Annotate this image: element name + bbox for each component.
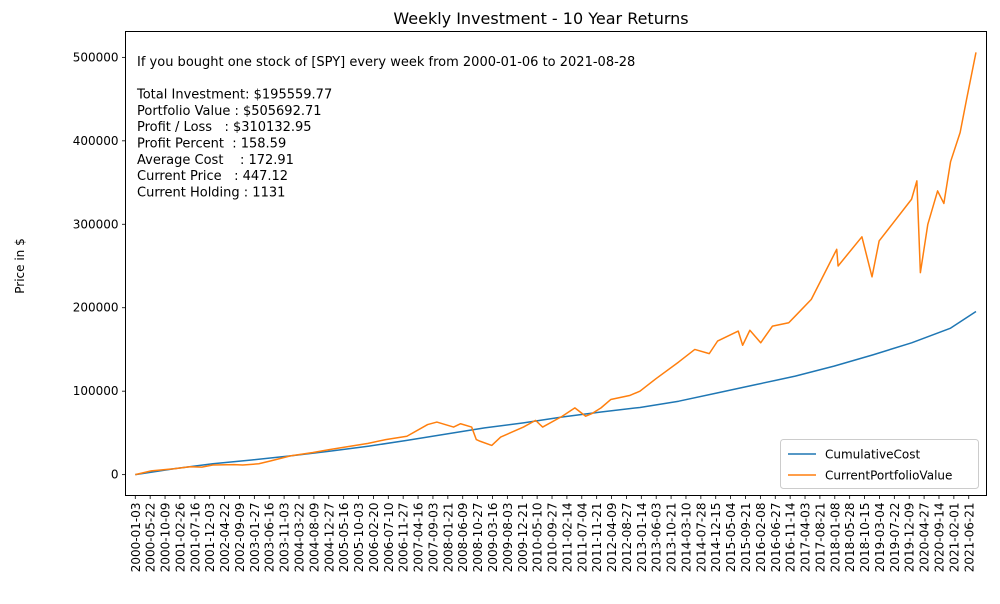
x-tick-label-3: 2001-02-26	[173, 503, 187, 573]
plot-frame	[125, 31, 987, 496]
x-tick-label-36: 2013-10-21	[665, 503, 679, 573]
chart-title: Weekly Investment - 10 Year Returns	[393, 9, 688, 28]
x-tick-label-39: 2014-12-15	[709, 503, 723, 573]
x-tick-label-27: 2010-05-10	[531, 503, 545, 573]
x-tick-label-54: 2020-09-14	[932, 503, 946, 573]
x-tick-label-31: 2011-11-21	[590, 503, 604, 573]
x-tick-label-53: 2020-04-27	[918, 503, 932, 573]
x-tick-label-48: 2018-05-28	[843, 503, 857, 573]
x-tick-label-47: 2018-01-08	[828, 503, 842, 573]
x-tick-label-9: 2003-06-16	[263, 503, 277, 573]
x-tick-label-8: 2003-01-27	[248, 503, 262, 573]
y-tick-label-5: 500000	[73, 50, 119, 64]
annotation-line-2: Total Investment: $195559.77	[136, 88, 332, 103]
y-axis-label: Price in $	[13, 238, 27, 293]
x-tick-label-5: 2001-12-03	[203, 503, 217, 573]
x-tick-label-52: 2019-12-09	[903, 503, 917, 573]
x-tick-label-55: 2021-02-01	[947, 503, 961, 573]
x-tick-label-1: 2000-05-22	[144, 503, 158, 573]
x-tick-label-15: 2005-10-03	[352, 503, 366, 573]
x-tick-label-41: 2015-09-21	[739, 503, 753, 573]
y-tick-label-1: 100000	[73, 384, 119, 398]
y-tick-label-4: 400000	[73, 134, 119, 148]
legend-label-0: CumulativeCost	[825, 448, 920, 462]
x-tick-label-49: 2018-10-15	[858, 503, 872, 573]
x-tick-label-38: 2014-07-28	[694, 503, 708, 573]
x-tick-label-35: 2013-06-03	[650, 503, 664, 573]
annotation-line-5: Profit Percent : 158.59	[137, 137, 286, 152]
x-tick-label-40: 2015-05-04	[724, 503, 738, 573]
x-tick-label-4: 2001-07-16	[188, 503, 202, 573]
annotation-line-4: Profit / Loss : $310132.95	[137, 120, 312, 135]
x-tick-label-21: 2008-01-21	[441, 503, 455, 573]
x-tick-label-44: 2016-11-14	[784, 503, 798, 573]
y-tick-label-0: 0	[111, 468, 119, 482]
annotation-line-8: Current Holding : 1131	[137, 185, 285, 200]
x-tick-label-20: 2007-09-03	[426, 503, 440, 573]
legend-label-1: CurrentPortfolioValue	[825, 469, 952, 483]
x-tick-label-12: 2004-08-09	[307, 503, 321, 573]
x-tick-label-56: 2021-06-21	[962, 503, 976, 573]
x-tick-label-43: 2016-06-27	[769, 503, 783, 573]
x-tick-label-30: 2011-07-04	[575, 503, 589, 573]
x-tick-label-19: 2007-04-16	[412, 503, 426, 573]
legend-box	[780, 439, 979, 489]
x-tick-label-45: 2017-04-03	[799, 503, 813, 573]
annotation-line-7: Current Price : 447.12	[137, 169, 288, 184]
x-tick-label-51: 2019-07-22	[888, 503, 902, 573]
x-tick-label-6: 2002-04-22	[218, 503, 232, 573]
legend: CumulativeCost CurrentPortfolioValue	[780, 439, 979, 489]
y-tick-label-2: 200000	[73, 301, 119, 315]
x-tick-label-16: 2006-02-20	[367, 503, 381, 573]
x-tick-label-29: 2011-02-14	[560, 503, 574, 573]
x-tick-label-25: 2009-08-03	[501, 503, 515, 573]
x-tick-label-24: 2009-03-16	[486, 503, 500, 573]
x-tick-label-46: 2017-08-21	[813, 503, 827, 573]
x-tick-label-10: 2003-11-03	[278, 503, 292, 573]
x-tick-label-17: 2006-07-10	[382, 503, 396, 573]
x-tick-label-23: 2008-10-27	[471, 503, 485, 573]
x-tick-label-32: 2012-04-09	[605, 503, 619, 573]
annotation-line-6: Average Cost : 172.91	[137, 153, 294, 168]
x-tick-label-28: 2010-09-27	[546, 503, 560, 573]
x-tick-label-2: 2000-10-09	[159, 503, 173, 573]
series-line-1	[135, 52, 977, 476]
x-tick-label-34: 2013-01-14	[635, 503, 649, 573]
x-tick-label-50: 2019-03-04	[873, 503, 887, 573]
annotation-line-3: Portfolio Value : $505692.71	[137, 104, 322, 119]
x-tick-label-11: 2004-03-22	[293, 503, 307, 573]
x-tick-label-14: 2005-05-16	[337, 503, 351, 573]
x-tick-label-42: 2016-02-08	[754, 503, 768, 573]
x-tick-label-26: 2009-12-21	[516, 503, 530, 573]
x-tick-label-18: 2006-11-27	[397, 503, 411, 573]
y-tick-label-3: 300000	[73, 217, 119, 231]
x-tick-label-33: 2012-08-27	[620, 503, 634, 573]
x-tick-label-7: 2002-09-09	[233, 503, 247, 573]
x-tick-label-0: 2000-01-03	[129, 503, 143, 573]
annotation-line-0: If you bought one stock of [SPY] every w…	[137, 55, 635, 70]
x-tick-label-22: 2008-06-09	[456, 503, 470, 573]
x-tick-label-37: 2014-03-10	[679, 503, 693, 573]
x-tick-label-13: 2004-12-27	[322, 503, 336, 573]
